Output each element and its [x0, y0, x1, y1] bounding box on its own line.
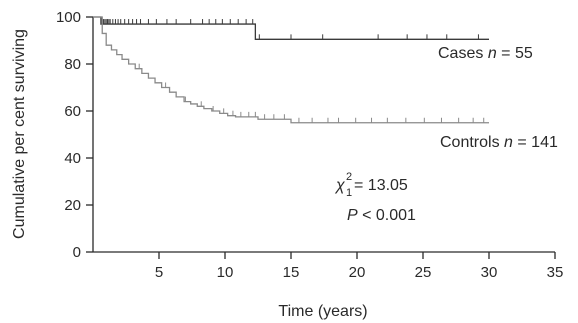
x-tick-label: 35: [547, 264, 564, 281]
chi-square-subscript: 1: [346, 187, 352, 199]
y-tick-label: 20: [64, 197, 81, 214]
y-tick-label: 80: [64, 56, 81, 73]
cases-label: Cases n = 55: [438, 45, 533, 62]
survival-curve: [93, 16, 489, 124]
series-layer: [93, 16, 489, 124]
controls-label: Controls n = 141: [440, 134, 558, 151]
series-cases: [93, 16, 489, 40]
y-tick-label: 60: [64, 103, 81, 120]
x-tick-label: 20: [349, 264, 366, 281]
y-ticks: 0 20 40 60 80 100: [56, 9, 93, 261]
x-ticks: 5 10 15 20 25 30 35: [155, 252, 564, 281]
chi-square-value: = 13.05: [354, 177, 408, 194]
y-axis-title: Cumulative per cent surviving: [11, 29, 28, 239]
chi-square-symbol: χ: [334, 177, 345, 194]
x-tick-label: 30: [481, 264, 498, 281]
y-tick-label: 100: [56, 9, 81, 26]
series-controls: [93, 16, 489, 124]
x-tick-label: 25: [415, 264, 432, 281]
x-tick-label: 5: [155, 264, 163, 281]
x-tick-label: 10: [217, 264, 234, 281]
x-axis-title: Time (years): [278, 303, 367, 320]
p-value: P < 0.001: [347, 207, 416, 224]
x-tick-label: 15: [283, 264, 300, 281]
y-tick-label: 40: [64, 150, 81, 167]
y-tick-label: 0: [73, 244, 81, 261]
chi-square-superscript: 2: [346, 171, 352, 183]
